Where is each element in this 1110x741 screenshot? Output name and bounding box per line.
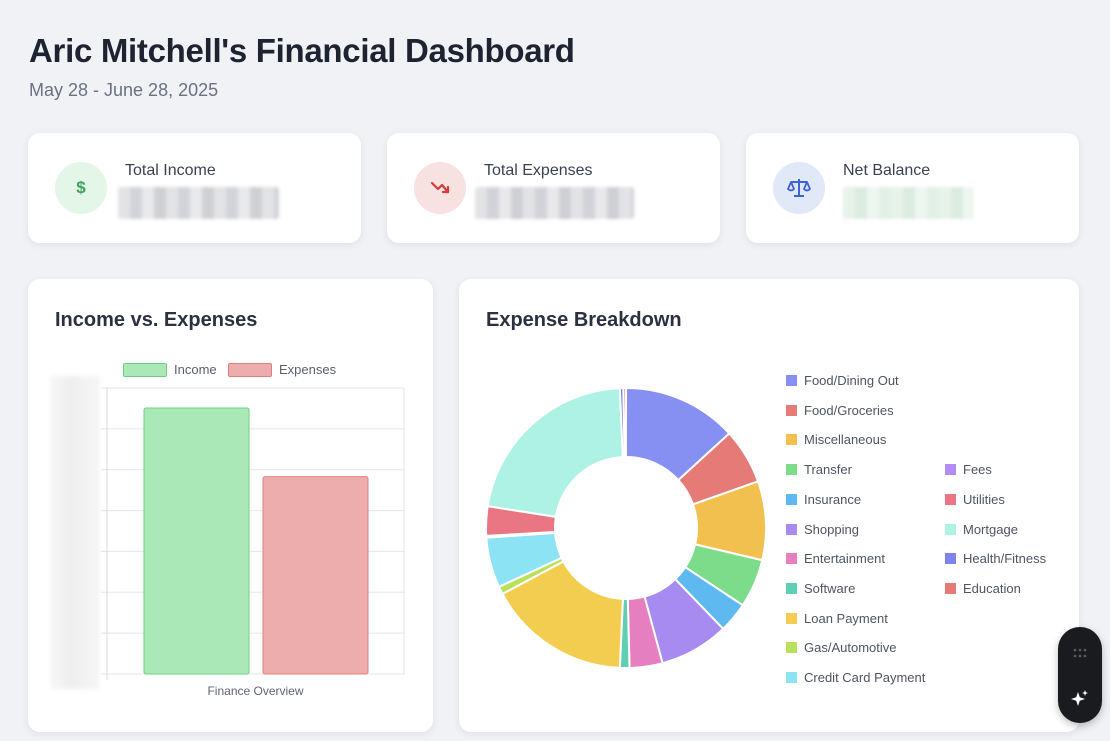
legend-swatch [945, 493, 956, 505]
legend-item-utilities[interactable]: Utilities [945, 492, 1005, 507]
legend-swatch [945, 553, 956, 565]
legend-item-credit-card-payment[interactable]: Credit Card Payment [786, 670, 925, 685]
legend-item-food-groceries[interactable]: Food/Groceries [786, 403, 894, 418]
legend-label: Miscellaneous [804, 432, 887, 448]
legend-swatch [786, 464, 797, 476]
legend-swatch [786, 553, 797, 565]
page-title: Aric Mitchell's Financial Dashboard [29, 32, 575, 69]
legend-item-shopping[interactable]: Shopping [786, 522, 859, 537]
legend-income-label: Income [174, 362, 217, 377]
legend-label: Gas/Automotive [804, 640, 897, 656]
legend-swatch [786, 375, 797, 386]
legend-income-swatch [123, 362, 167, 377]
legend-label: Food/Groceries [804, 402, 894, 418]
legend-label: Loan Payment [804, 610, 888, 626]
legend-label: Utilities [963, 491, 1005, 507]
legend-swatch [786, 404, 797, 416]
expense-chart-title: Expense Breakdown [486, 309, 682, 331]
income-vs-expenses-card: Income vs. Expenses Income Expenses Fina… [28, 279, 433, 732]
legend-expenses-swatch [228, 362, 272, 377]
legend-swatch [786, 672, 797, 683]
legend-label: Entertainment [804, 551, 885, 567]
legend-swatch [945, 582, 956, 594]
slice-mortgage [486, 387, 624, 519]
net-balance-card: Net Balance [746, 133, 1079, 243]
legend-label: Insurance [804, 491, 862, 507]
legend-label: Transfer [804, 462, 852, 478]
expense-breakdown-card: Expense Breakdown Food/Dining Out Food/Gr… [459, 279, 1079, 732]
dollar-icon: $ [55, 162, 107, 214]
legend-item-food-dining-out[interactable]: Food/Dining Out [786, 373, 899, 388]
total-income-card: $ Total Income [28, 133, 361, 243]
legend-swatch [786, 642, 797, 654]
legend-swatch [786, 582, 797, 594]
total-expenses-label: Total Expenses [484, 162, 593, 179]
legend-label: Education [963, 580, 1021, 596]
total-expenses-value-redacted [475, 187, 634, 219]
legend-swatch [786, 523, 797, 535]
legend-swatch [786, 493, 797, 505]
y-axis-labels-redacted [50, 376, 100, 689]
legend-swatch [786, 612, 797, 624]
legend-swatch [786, 434, 797, 446]
net-balance-value-redacted [843, 187, 974, 219]
grid-dots-icon[interactable] [1073, 647, 1087, 661]
total-expenses-card: Total Expenses [387, 133, 720, 243]
sparkle-icon[interactable] [1070, 689, 1090, 709]
legend-label: Software [804, 580, 856, 596]
legend-label: Fees [963, 462, 992, 478]
income-chart-title: Income vs. Expenses [55, 309, 258, 331]
legend-income[interactable]: Income [123, 362, 217, 377]
legend-item-entertainment[interactable]: Entertainment [786, 551, 885, 566]
expense-donut-chart [485, 386, 767, 669]
legend-label: Health/Fitness [963, 551, 1047, 567]
legend-item-software[interactable]: Software [786, 581, 855, 596]
legend-label: Food/Dining Out [804, 373, 899, 388]
legend-item-loan-payment[interactable]: Loan Payment [786, 611, 888, 626]
scale-icon [773, 162, 825, 214]
net-balance-label: Net Balance [843, 162, 931, 179]
legend-expenses[interactable]: Expenses [228, 362, 336, 377]
bar-expenses [262, 476, 369, 675]
legend-label: Shopping [804, 521, 859, 537]
floating-assistant-widget[interactable] [1058, 627, 1102, 723]
legend-item-miscellaneous[interactable]: Miscellaneous [786, 432, 886, 447]
x-axis-label: Finance Overview [207, 684, 304, 698]
legend-item-health-fitness[interactable]: Health/Fitness [945, 551, 1046, 566]
legend-expenses-label: Expenses [279, 362, 337, 377]
legend-item-fees[interactable]: Fees [945, 462, 992, 477]
legend-item-mortgage[interactable]: Mortgage [945, 522, 1018, 537]
legend-item-gas-automotive[interactable]: Gas/Automotive [786, 640, 897, 655]
legend-item-education[interactable]: Education [945, 581, 1021, 596]
total-income-label: Total Income [125, 162, 216, 179]
trending-down-icon [414, 162, 466, 214]
legend-label: Mortgage [963, 521, 1018, 537]
total-income-value-redacted [118, 187, 279, 219]
legend-item-insurance[interactable]: Insurance [786, 492, 861, 507]
legend-swatch [945, 523, 956, 535]
date-range: May 28 - June 28, 2025 [29, 80, 219, 100]
income-expenses-bar-chart [101, 387, 405, 680]
page-header: Aric Mitchell's Financial Dashboard May … [29, 32, 575, 101]
bar-income [143, 407, 250, 675]
legend-label: Credit Card Payment [804, 670, 926, 685]
slice-education [622, 386, 627, 459]
legend-item-transfer[interactable]: Transfer [786, 462, 852, 477]
legend-swatch [945, 464, 956, 476]
